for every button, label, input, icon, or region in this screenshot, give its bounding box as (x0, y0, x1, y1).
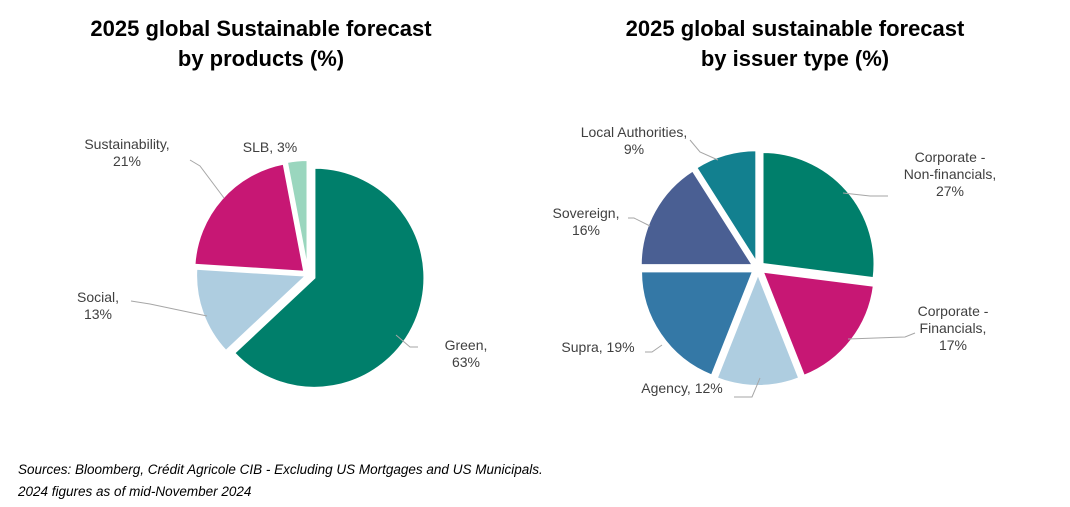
slice-label: Sustainability, 21% (84, 136, 169, 169)
pie-1: Corporate -Non-financials, 27% Corporate -… (553, 124, 997, 398)
sources-line: Sources: Bloomberg, Crédit Agricole CIB … (18, 462, 543, 477)
leader-line (189, 159, 225, 199)
pie-slice (639, 169, 755, 267)
slice-label: Green, 63% (445, 337, 488, 370)
pie-slice (195, 267, 309, 353)
pie-slice (232, 166, 426, 389)
title-line: by issuer type (%) (700, 46, 890, 71)
pie-0: Green, 63% Social, 13% Sustainability, 21% SLB… (77, 136, 488, 389)
slice-label: Social, 13% (77, 289, 119, 322)
leader-line (645, 344, 663, 353)
sources-line: 2024 figures as of mid-November 2024 (18, 484, 252, 499)
leader-line (734, 377, 761, 398)
sources-note: Sources: Bloomberg, Crédit Agricole CIB … (18, 459, 543, 503)
title-line: 2025 global Sustainable forecast (90, 16, 432, 41)
slice-label: Local Authorities, 9% (581, 124, 688, 157)
slice-label: Corporate -Non-financials, 27% (904, 149, 997, 199)
slice-label: SLB, 3% (243, 139, 297, 155)
title-line: by products (%) (177, 46, 345, 71)
chart-title-issuer: 2025 global sustainable forecast by issu… (585, 14, 1005, 74)
pie-slice (761, 270, 875, 378)
pie-slice (193, 162, 306, 273)
slice-label: Corporate -Financials, 17% (918, 303, 989, 353)
pie-slice (694, 149, 758, 266)
leader-line (847, 332, 916, 340)
pie-slice (715, 271, 801, 387)
leader-line (395, 334, 418, 348)
slice-label: Sovereign, 16% (553, 205, 620, 238)
title-line: 2025 global sustainable forecast (625, 16, 965, 41)
pie-slice (285, 159, 309, 271)
pie-slice (761, 151, 876, 280)
leader-line (689, 139, 719, 161)
leader-line (842, 192, 888, 197)
leader-line (628, 217, 651, 227)
slice-label: Agency, 12% (641, 380, 722, 396)
leader-line (130, 300, 208, 317)
chart-title-products: 2025 global Sustainable forecast by prod… (51, 14, 471, 74)
pie-slice (640, 270, 755, 377)
slice-label: Supra, 19% (561, 339, 634, 355)
